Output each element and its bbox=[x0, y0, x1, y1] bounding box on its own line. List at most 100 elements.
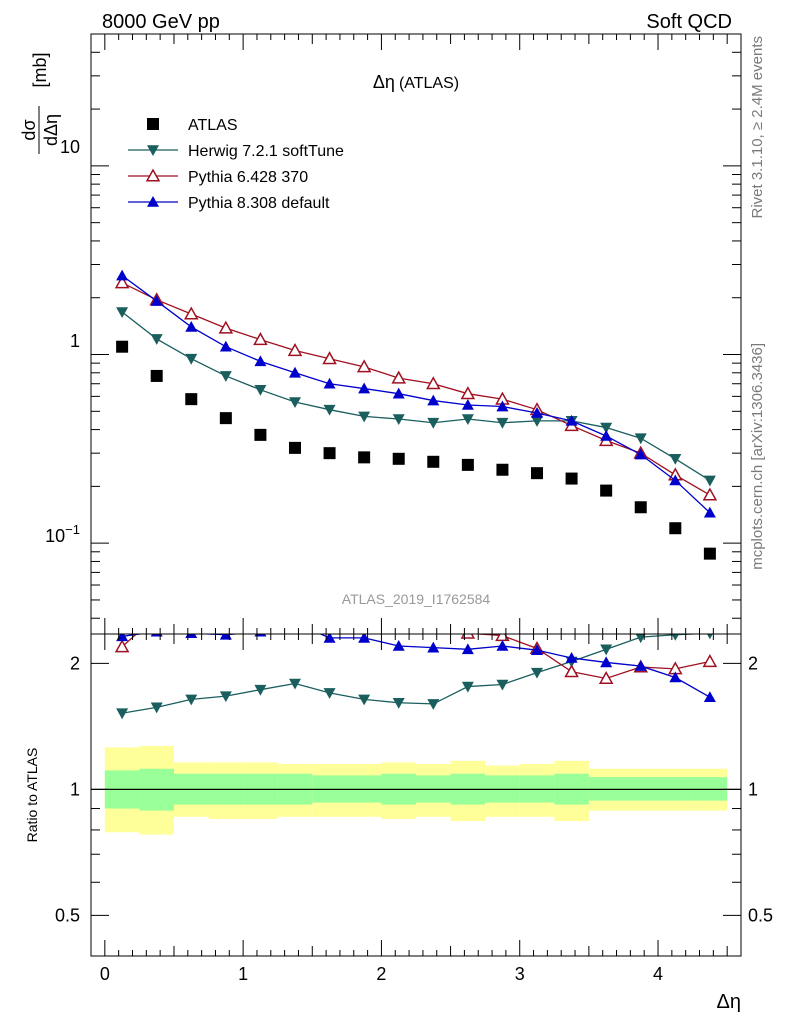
main-series-pythia8 bbox=[116, 269, 716, 518]
rivet-label: Rivet 3.1.10, ≥ 2.4M events bbox=[749, 36, 766, 219]
ratio-series-group bbox=[114, 610, 718, 720]
legend-marker-atlas bbox=[147, 118, 159, 130]
ratio-point-pythia6 bbox=[460, 634, 476, 639]
main-point-pythia6 bbox=[460, 386, 476, 400]
main-series-atlas bbox=[116, 340, 716, 560]
ratio-point-herwig bbox=[706, 634, 713, 640]
legend-label-atlas: ATLAS bbox=[188, 117, 238, 134]
ratio-point-pythia6 bbox=[427, 610, 439, 621]
main-point-pythia8 bbox=[427, 394, 440, 406]
ratio-point-herwig bbox=[531, 667, 544, 679]
ratio-point-pythia6 bbox=[702, 653, 718, 668]
ratio-point-pythia8 bbox=[323, 634, 336, 643]
ratio-point-pythia8 bbox=[669, 671, 682, 683]
ratio-point-herwig bbox=[288, 678, 301, 690]
main-point-herwig bbox=[219, 371, 232, 382]
ratio-point-herwig bbox=[496, 679, 509, 691]
main-point-atlas bbox=[461, 458, 474, 471]
ratio-line-pythia8 bbox=[122, 634, 711, 698]
plot-title-symbol: Δη bbox=[373, 72, 395, 92]
main-point-pythia8 bbox=[358, 382, 371, 394]
legend-marker-pythia6 bbox=[145, 168, 161, 182]
ratio-frame bbox=[90, 633, 742, 957]
main-point-atlas bbox=[323, 447, 336, 460]
main-point-pythia8 bbox=[288, 366, 301, 378]
main-point-pythia6 bbox=[322, 351, 337, 365]
main-series-herwig bbox=[116, 307, 716, 487]
main-point-pythia8 bbox=[634, 448, 647, 460]
main-point-herwig bbox=[392, 414, 405, 426]
legend-label-pythia8: Pythia 8.308 default bbox=[188, 195, 330, 212]
legend-marker-herwig bbox=[147, 145, 159, 156]
main-point-atlas bbox=[288, 441, 301, 454]
ratio-point-herwig bbox=[600, 644, 613, 656]
main-point-pythia8 bbox=[496, 400, 509, 412]
main-ytick-label-10: 10 bbox=[60, 137, 80, 157]
main-series-group bbox=[114, 269, 718, 560]
main-point-atlas bbox=[185, 393, 198, 406]
ratio-point-pythia6 bbox=[151, 610, 163, 621]
main-point-pythia6 bbox=[356, 359, 372, 373]
ratio-line-pythia6 bbox=[121, 634, 711, 680]
main-point-pythia6 bbox=[183, 306, 199, 320]
ratio-point-herwig bbox=[254, 684, 267, 696]
main-point-pythia6 bbox=[391, 370, 406, 384]
main-point-atlas bbox=[150, 369, 163, 382]
main-ticks bbox=[91, 33, 741, 634]
ratio-point-pythia8 bbox=[496, 639, 509, 651]
main-point-atlas bbox=[392, 452, 405, 465]
main-point-pythia8 bbox=[323, 377, 336, 389]
main-point-herwig bbox=[703, 475, 716, 487]
main-point-pythia8 bbox=[669, 474, 682, 486]
ratio-point-herwig bbox=[427, 699, 440, 710]
ratio-point-pythia6 bbox=[220, 610, 232, 621]
main-ylabel: dσ dΔη [mb] bbox=[19, 52, 61, 154]
xtick-label-1: 1 bbox=[238, 964, 248, 984]
ratio-ylabel: Ratio to ATLAS bbox=[24, 748, 40, 843]
plot-title-rest: (ATLAS) bbox=[399, 75, 459, 92]
main-point-pythia8 bbox=[600, 429, 613, 441]
ratio-point-pythia6 bbox=[598, 670, 614, 685]
ratio-ytick-label-right-0.5: 0.5 bbox=[748, 905, 773, 925]
main-point-atlas bbox=[634, 501, 647, 514]
main-point-herwig bbox=[427, 417, 440, 429]
main-point-herwig bbox=[116, 307, 129, 319]
ratio-point-pythia8 bbox=[254, 634, 267, 637]
ratio-series-herwig bbox=[116, 634, 713, 720]
main-ytick-label-0.1-base: 10 bbox=[45, 526, 65, 546]
main-point-herwig bbox=[323, 404, 336, 416]
ratio-point-pythia8 bbox=[703, 691, 716, 703]
main-point-atlas bbox=[254, 428, 267, 441]
legend-label-herwig: Herwig 7.2.1 softTune bbox=[188, 143, 344, 160]
ratio-series-pythia8 bbox=[116, 634, 716, 703]
main-point-herwig bbox=[496, 417, 509, 429]
ratio-point-pythia8 bbox=[185, 634, 198, 639]
main-point-herwig bbox=[634, 433, 647, 445]
main-series-pythia6 bbox=[114, 275, 718, 501]
main-point-herwig bbox=[358, 411, 371, 423]
ratio-point-herwig bbox=[635, 634, 646, 644]
main-point-pythia8 bbox=[392, 387, 405, 399]
main-point-atlas bbox=[565, 472, 578, 485]
ratio-point-pythia8 bbox=[634, 660, 647, 671]
main-point-pythia8 bbox=[565, 414, 578, 426]
main-point-herwig bbox=[254, 385, 267, 396]
main-point-pythia6 bbox=[253, 332, 268, 346]
ratio-point-herwig bbox=[392, 697, 405, 709]
main-ylabel-den: dΔη bbox=[41, 114, 61, 146]
main-point-atlas bbox=[427, 455, 440, 468]
xtick-label-4: 4 bbox=[653, 964, 663, 984]
header-right: Soft QCD bbox=[646, 11, 732, 33]
ratio-point-herwig bbox=[116, 708, 129, 720]
ratio-point-pythia6 bbox=[254, 610, 266, 621]
ratio-point-pythia8 bbox=[600, 656, 613, 668]
main-point-pythia8 bbox=[150, 295, 163, 306]
ratio-point-herwig bbox=[671, 634, 680, 641]
ratio-ytick-label-left-1: 1 bbox=[70, 779, 80, 799]
main-point-pythia8 bbox=[703, 506, 716, 518]
ratio-ytick-label-right-1: 1 bbox=[748, 779, 758, 799]
main-point-herwig bbox=[288, 397, 301, 409]
analysis-watermark: ATLAS_2019_I1762584 bbox=[342, 591, 491, 607]
legend-marker-pythia8 bbox=[147, 196, 159, 207]
main-point-pythia8 bbox=[185, 320, 198, 332]
